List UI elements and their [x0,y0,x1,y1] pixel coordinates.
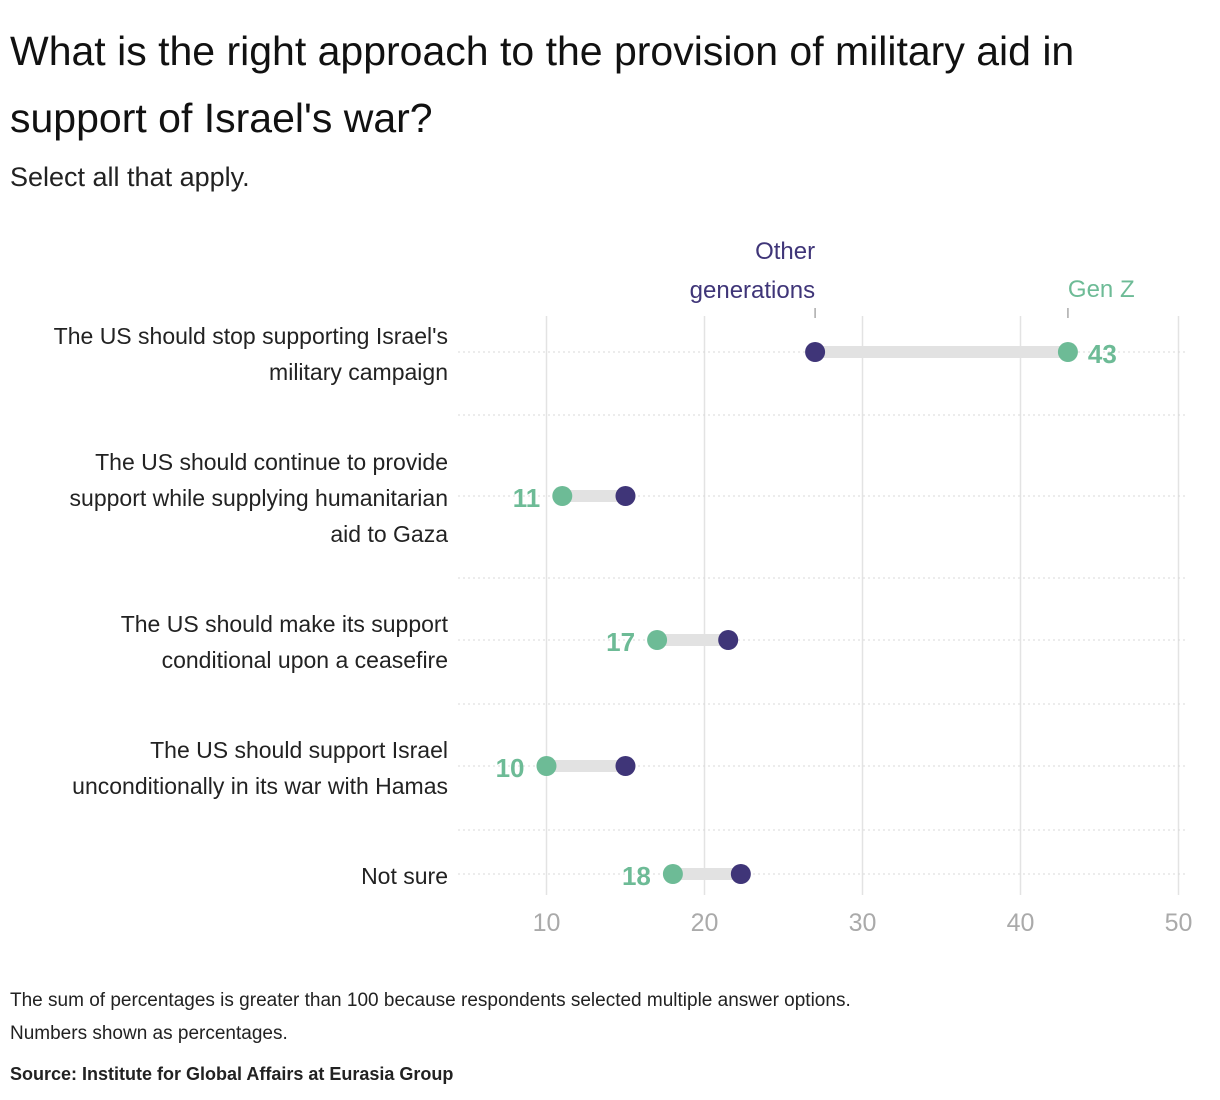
x-tick-label: 20 [691,909,719,937]
legend-other-generations: Other [755,238,815,265]
x-tick-label: 50 [1165,909,1193,937]
row-label-line: Not sure [361,863,448,889]
gen-z-dot [662,864,683,884]
gen-z-dot [1057,342,1078,362]
row-label-line: conditional upon a ceasefire [161,647,448,673]
gen-z-value-label: 43 [1088,339,1117,369]
gen-z-value-label: 10 [496,753,525,783]
gen-z-dot [647,630,668,650]
row-label-line: support while supplying humanitarian [69,485,448,511]
other-generations-dot [730,864,751,884]
footnote: The sum of percentages is greater than 1… [10,984,851,1050]
row-label: The US should make its support conditiona… [121,606,448,678]
other-generations-dot [615,756,636,776]
x-tick-label: 30 [849,909,877,937]
other-generations-dot [805,342,826,362]
gen-z-dot [552,486,573,506]
legend-other-generations: generations [690,277,815,304]
row-label: The US should continue to provide support… [70,444,448,552]
row-label: The US should support Israel unconditiona… [72,732,448,804]
gen-z-value-label: 17 [606,627,635,657]
x-tick-label: 40 [1007,909,1035,937]
gen-z-dot [536,756,557,776]
source: Source: Institute for Global Affairs at … [10,1064,454,1084]
other-generations-dot [615,486,636,506]
row-label-line: military campaign [269,359,448,385]
row-label-line: aid to Gaza [330,521,448,547]
row-label: Not sure [361,858,448,894]
footnote-line: The sum of percentages is greater than 1… [10,990,851,1011]
row-label-line: unconditionally in its war with Hamas [72,773,448,799]
x-tick-label: 10 [533,909,561,937]
row-label-line: The US should support Israel [150,737,448,763]
legend-gen-z: Gen Z [1068,276,1135,303]
footnote-line: Numbers shown as percentages. [10,1023,288,1044]
gen-z-value-label: 18 [622,861,651,891]
row-label-line: The US should make its support [120,611,448,637]
chart-subtitle: Select all that apply. [10,162,250,192]
gen-z-value-label: 11 [513,483,541,513]
row-label: The US should stop supporting Israel's mi… [54,318,448,390]
row-label-line: The US should stop supporting Israel's [53,323,448,349]
chart-title: What is the right approach to the provis… [10,28,1075,141]
other-generations-dot [718,630,739,650]
row-label-line: The US should continue to provide [95,449,448,475]
